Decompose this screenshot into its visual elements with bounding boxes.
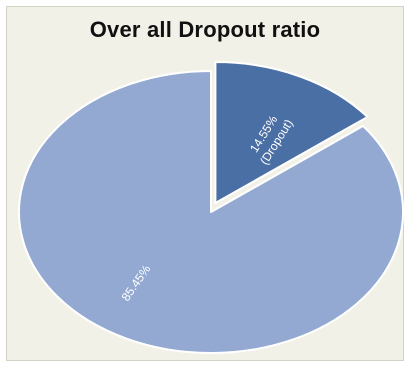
chart-title: Over all Dropout ratio: [89, 17, 321, 42]
pie-slice-0: [214, 61, 369, 205]
pie-slice-1: [18, 70, 404, 354]
